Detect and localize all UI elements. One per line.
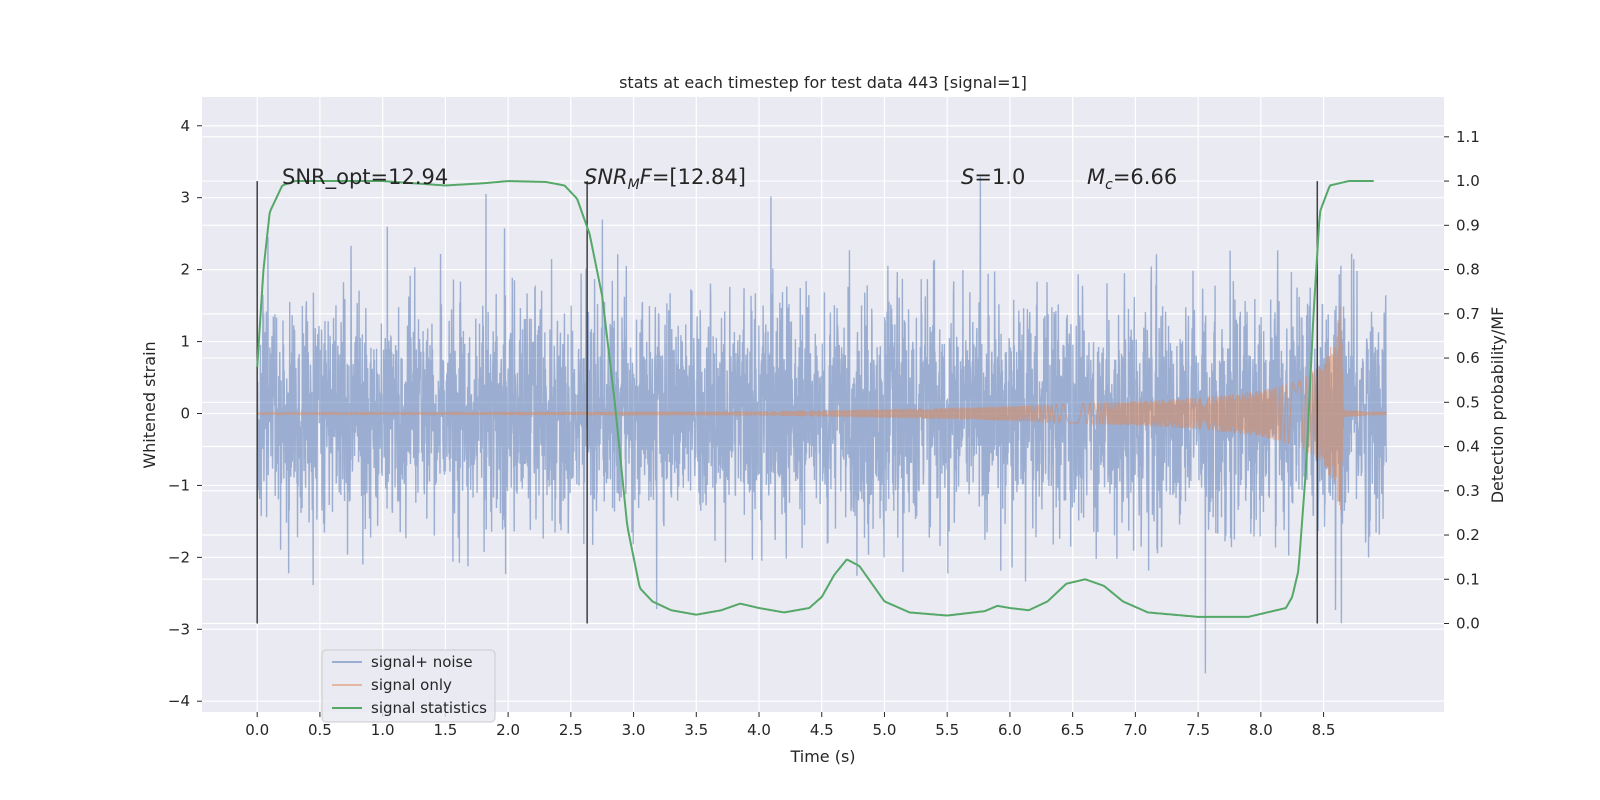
x-tick-label: 7.5 — [1186, 721, 1210, 739]
x-tick-label: 1.5 — [433, 721, 457, 739]
y-tick-label-left: −2 — [168, 548, 190, 566]
y-tick-label-right: 0.5 — [1456, 393, 1480, 411]
x-tick-label: 8.0 — [1249, 721, 1273, 739]
legend-label-statistics: signal statistics — [371, 699, 487, 717]
y-axis-label-left: Whitened strain — [140, 341, 159, 468]
legend: signal+ noise signal only signal statist… — [321, 649, 496, 723]
legend-label-signal: signal only — [371, 676, 452, 694]
y-tick-label-right: 0.0 — [1456, 615, 1480, 633]
y-tick-label-left: 0 — [180, 404, 190, 422]
legend-label-noise: signal+ noise — [371, 653, 473, 671]
axes: 0.0 0.5 1.0 1.5 2.0 2.5 3.0 3.5 4.0 4.5 5.0 5.5 6.0 6… — [168, 117, 1480, 739]
x-tick-label: 6.5 — [1061, 721, 1085, 739]
x-tick-label: 8.5 — [1312, 721, 1336, 739]
y-tick-label-right: 0.6 — [1456, 349, 1480, 367]
x-tick-label: 2.5 — [559, 721, 583, 739]
x-tick-label: 5.0 — [873, 721, 897, 739]
y-tick-label-right: 1.0 — [1456, 172, 1480, 190]
y-tick-label-left: 3 — [180, 189, 190, 207]
x-tick-label: 3.5 — [684, 721, 708, 739]
y-tick-label-left: 4 — [180, 117, 190, 135]
x-tick-label: 4.0 — [747, 721, 771, 739]
x-tick-label: 7.0 — [1123, 721, 1147, 739]
series-signal-only — [256, 306, 1387, 516]
chart-title: stats at each timestep for test data 443… — [619, 73, 1027, 92]
legend-box — [321, 649, 496, 723]
y-tick-label-left: −1 — [168, 476, 190, 494]
data-layer — [256, 176, 1387, 674]
annotation-snr-opt: SNR_opt=12.94 — [282, 165, 448, 190]
y-tick-label-right: 0.7 — [1456, 305, 1480, 323]
y-tick-label-left: 2 — [180, 261, 190, 279]
series-signal-noise — [256, 176, 1387, 674]
annotation-snr-mf: SNRMF=[12.84] — [584, 165, 746, 193]
x-tick-label: 0.5 — [308, 721, 332, 739]
y-tick-label-right: 0.9 — [1456, 216, 1480, 234]
y-tick-label-right: 0.1 — [1456, 570, 1480, 588]
y-tick-label-right: 1.1 — [1456, 128, 1480, 146]
y-tick-label-left: 1 — [180, 333, 190, 351]
y-tick-label-right: 0.2 — [1456, 526, 1480, 544]
annotation-s: S=1.0 — [961, 165, 1025, 189]
annotation-mc: Mc=6.66 — [1087, 165, 1177, 193]
x-tick-label: 6.0 — [998, 721, 1022, 739]
x-tick-label: 4.5 — [810, 721, 834, 739]
y-tick-label-right: 0.8 — [1456, 261, 1480, 279]
x-tick-label: 2.0 — [496, 721, 520, 739]
x-tick-label: 3.0 — [622, 721, 646, 739]
y-tick-label-left: −4 — [168, 692, 190, 710]
x-tick-label: 1.0 — [371, 721, 395, 739]
x-axis-label: Time (s) — [789, 747, 855, 766]
x-tick-label: 5.5 — [935, 721, 959, 739]
y-tick-label-left: −3 — [168, 620, 190, 638]
series-signal-statistics — [256, 180, 1374, 618]
y-tick-label-right: 0.4 — [1456, 438, 1480, 456]
x-tick-label: 0.0 — [245, 721, 269, 739]
y-tick-label-right: 0.3 — [1456, 482, 1480, 500]
y-axis-label-right: Detection probability/MF — [1488, 307, 1507, 504]
